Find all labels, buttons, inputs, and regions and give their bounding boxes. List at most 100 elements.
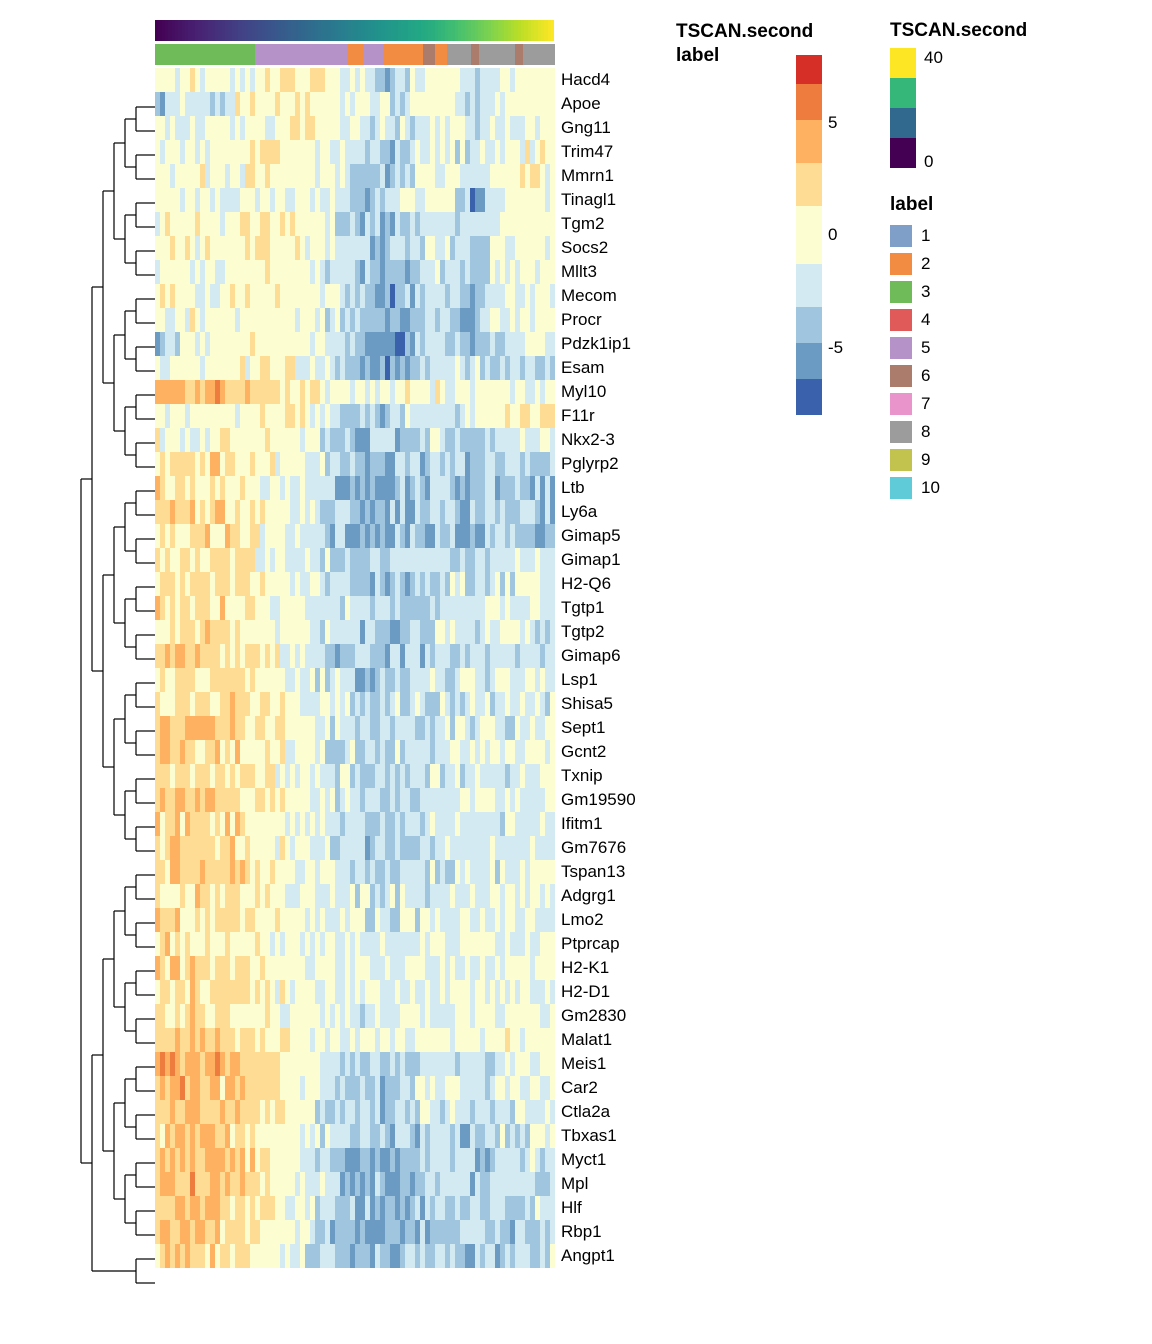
heatmap-row: [155, 836, 555, 860]
gene-label: Rbp1: [561, 1220, 670, 1244]
heatmap-row: [155, 764, 555, 788]
heatmap-row: [155, 380, 555, 404]
heatmap-row: [155, 596, 555, 620]
heatmap-row: [155, 1004, 555, 1028]
label-legend-item: 3: [890, 278, 1060, 306]
gene-label: Ctla2a: [561, 1100, 670, 1124]
gene-label: Mecom: [561, 284, 670, 308]
heatmap-row: [155, 524, 555, 548]
heatmap-row: [155, 548, 555, 572]
heatmap-row: [155, 644, 555, 668]
heatmap-row: [155, 1052, 555, 1076]
heatmap-row: [155, 116, 555, 140]
gene-label: Myl10: [561, 380, 670, 404]
label-swatch: [890, 421, 912, 443]
heatmap-row: [155, 668, 555, 692]
label-legend-item: 10: [890, 474, 1060, 502]
label-legend-items: 12345678910: [890, 222, 1060, 502]
gene-label: Mpl: [561, 1172, 670, 1196]
gene-label: Pdzk1ip1: [561, 332, 670, 356]
label-legend-text: 8: [921, 422, 930, 442]
heatmap-row: [155, 1220, 555, 1244]
gene-label: Myct1: [561, 1148, 670, 1172]
heatmap-row: [155, 236, 555, 260]
gene-label: Ly6a: [561, 500, 670, 524]
gene-label: Txnip: [561, 764, 670, 788]
heatmap-colorbar-column: 50-5: [790, 20, 860, 415]
gene-label: Shisa5: [561, 692, 670, 716]
gene-label: Gm19590: [561, 788, 670, 812]
tscan-legend: TSCAN.second 400: [890, 20, 1060, 168]
heatmap-row: [155, 140, 555, 164]
gene-label: H2-K1: [561, 956, 670, 980]
heatmap-row: [155, 1172, 555, 1196]
gene-label: Ltb: [561, 476, 670, 500]
row-dendrogram: [20, 95, 155, 1295]
gene-label: Angpt1: [561, 1244, 670, 1268]
heatmap-row: [155, 332, 555, 356]
heatmap-row: [155, 1028, 555, 1052]
gene-label: Tspan13: [561, 860, 670, 884]
heatmap-row: [155, 68, 555, 92]
heatmap-row: [155, 1100, 555, 1124]
label-swatch: [890, 281, 912, 303]
gene-label: Malat1: [561, 1028, 670, 1052]
gene-label: Trim47: [561, 140, 670, 164]
gene-label: Gimap1: [561, 548, 670, 572]
gene-label: Nkx2-3: [561, 428, 670, 452]
label-legend-text: 1: [921, 226, 930, 246]
label-legend-item: 6: [890, 362, 1060, 390]
gene-label: H2-D1: [561, 980, 670, 1004]
colorbar-tick: 5: [828, 113, 837, 133]
heatmap-row: [155, 476, 555, 500]
gene-label: H2-Q6: [561, 572, 670, 596]
gene-label: Hacd4: [561, 68, 670, 92]
label-legend-item: 4: [890, 306, 1060, 334]
gene-label: Gm7676: [561, 836, 670, 860]
label-legend-text: 10: [921, 478, 940, 498]
gene-label: Meis1: [561, 1052, 670, 1076]
gene-label: Gimap6: [561, 644, 670, 668]
tscan-legend-tick: 0: [924, 152, 933, 172]
heatmap-row: [155, 788, 555, 812]
heatmap-body: [155, 68, 555, 1268]
gene-label: Lsp1: [561, 668, 670, 692]
gene-label: Tgtp1: [561, 596, 670, 620]
gene-label: Lmo2: [561, 908, 670, 932]
gene-label: Apoe: [561, 92, 670, 116]
gene-label: Gm2830: [561, 1004, 670, 1028]
label-swatch: [890, 225, 912, 247]
heatmap-row: [155, 1124, 555, 1148]
heatmap-row: [155, 860, 555, 884]
heatmap-row: [155, 452, 555, 476]
heatmap-row: [155, 404, 555, 428]
gene-label: Hlf: [561, 1196, 670, 1220]
heatmap-column: [155, 20, 555, 1268]
heatmap-row: [155, 212, 555, 236]
gene-label: Mmrn1: [561, 164, 670, 188]
gene-label: Gng11: [561, 116, 670, 140]
gene-label: Procr: [561, 308, 670, 332]
colorbar-tick: 0: [828, 225, 837, 245]
label-legend-text: 4: [921, 310, 930, 330]
heatmap-row: [155, 980, 555, 1004]
gene-label: Tgm2: [561, 212, 670, 236]
heatmap-row: [155, 284, 555, 308]
label-legend-item: 1: [890, 222, 1060, 250]
label-legend-item: 9: [890, 446, 1060, 474]
label-legend-item: 5: [890, 334, 1060, 362]
label-legend: label 12345678910: [890, 194, 1060, 502]
heatmap-row: [155, 500, 555, 524]
heatmap-row: [155, 188, 555, 212]
heatmap-row: [155, 356, 555, 380]
label-legend-text: 6: [921, 366, 930, 386]
heatmap-row: [155, 908, 555, 932]
label-legend-item: 2: [890, 250, 1060, 278]
heatmap-row: [155, 956, 555, 980]
label-legend-item: 7: [890, 390, 1060, 418]
tscan-legend-tick: 40: [924, 48, 943, 68]
heatmap-row: [155, 308, 555, 332]
gene-label: Ptprcap: [561, 932, 670, 956]
gene-label: Sept1: [561, 716, 670, 740]
heatmap-row: [155, 1196, 555, 1220]
